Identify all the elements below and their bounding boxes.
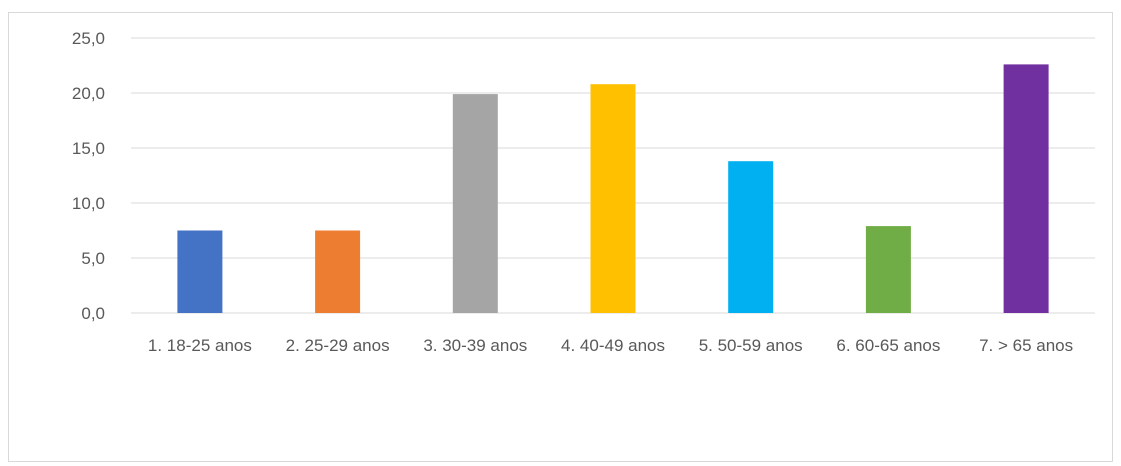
y-tick-label: 25,0	[72, 29, 105, 48]
x-axis-labels: 1. 18-25 anos 2. 25-29 anos 3. 30-39 anos 4…	[148, 336, 1073, 355]
bar	[177, 230, 223, 313]
x-tick-label: 4. 40-49 anos	[561, 336, 665, 355]
bars	[177, 64, 1049, 314]
y-tick-label: 5,0	[81, 249, 105, 268]
x-tick-label: 2. 25-29 anos	[286, 336, 390, 355]
bar	[315, 230, 361, 313]
x-tick-label: 6. 60-65 anos	[836, 336, 940, 355]
bar	[590, 84, 636, 313]
x-tick-label: 7. > 65 anos	[979, 336, 1073, 355]
x-tick-label: 3. 30-39 anos	[423, 336, 527, 355]
y-tick-label: 20,0	[72, 84, 105, 103]
bar	[728, 161, 774, 313]
x-tick-label: 1. 18-25 anos	[148, 336, 252, 355]
bar	[865, 226, 911, 313]
bar	[1003, 64, 1049, 314]
bar	[452, 94, 498, 313]
y-tick-label: 10,0	[72, 194, 105, 213]
x-tick-label: 5. 50-59 anos	[699, 336, 803, 355]
y-tick-label: 0,0	[81, 304, 105, 323]
y-axis-ticks: 0,0 5,0 10,0 15,0 20,0 25,0	[72, 29, 105, 323]
y-tick-label: 15,0	[72, 139, 105, 158]
